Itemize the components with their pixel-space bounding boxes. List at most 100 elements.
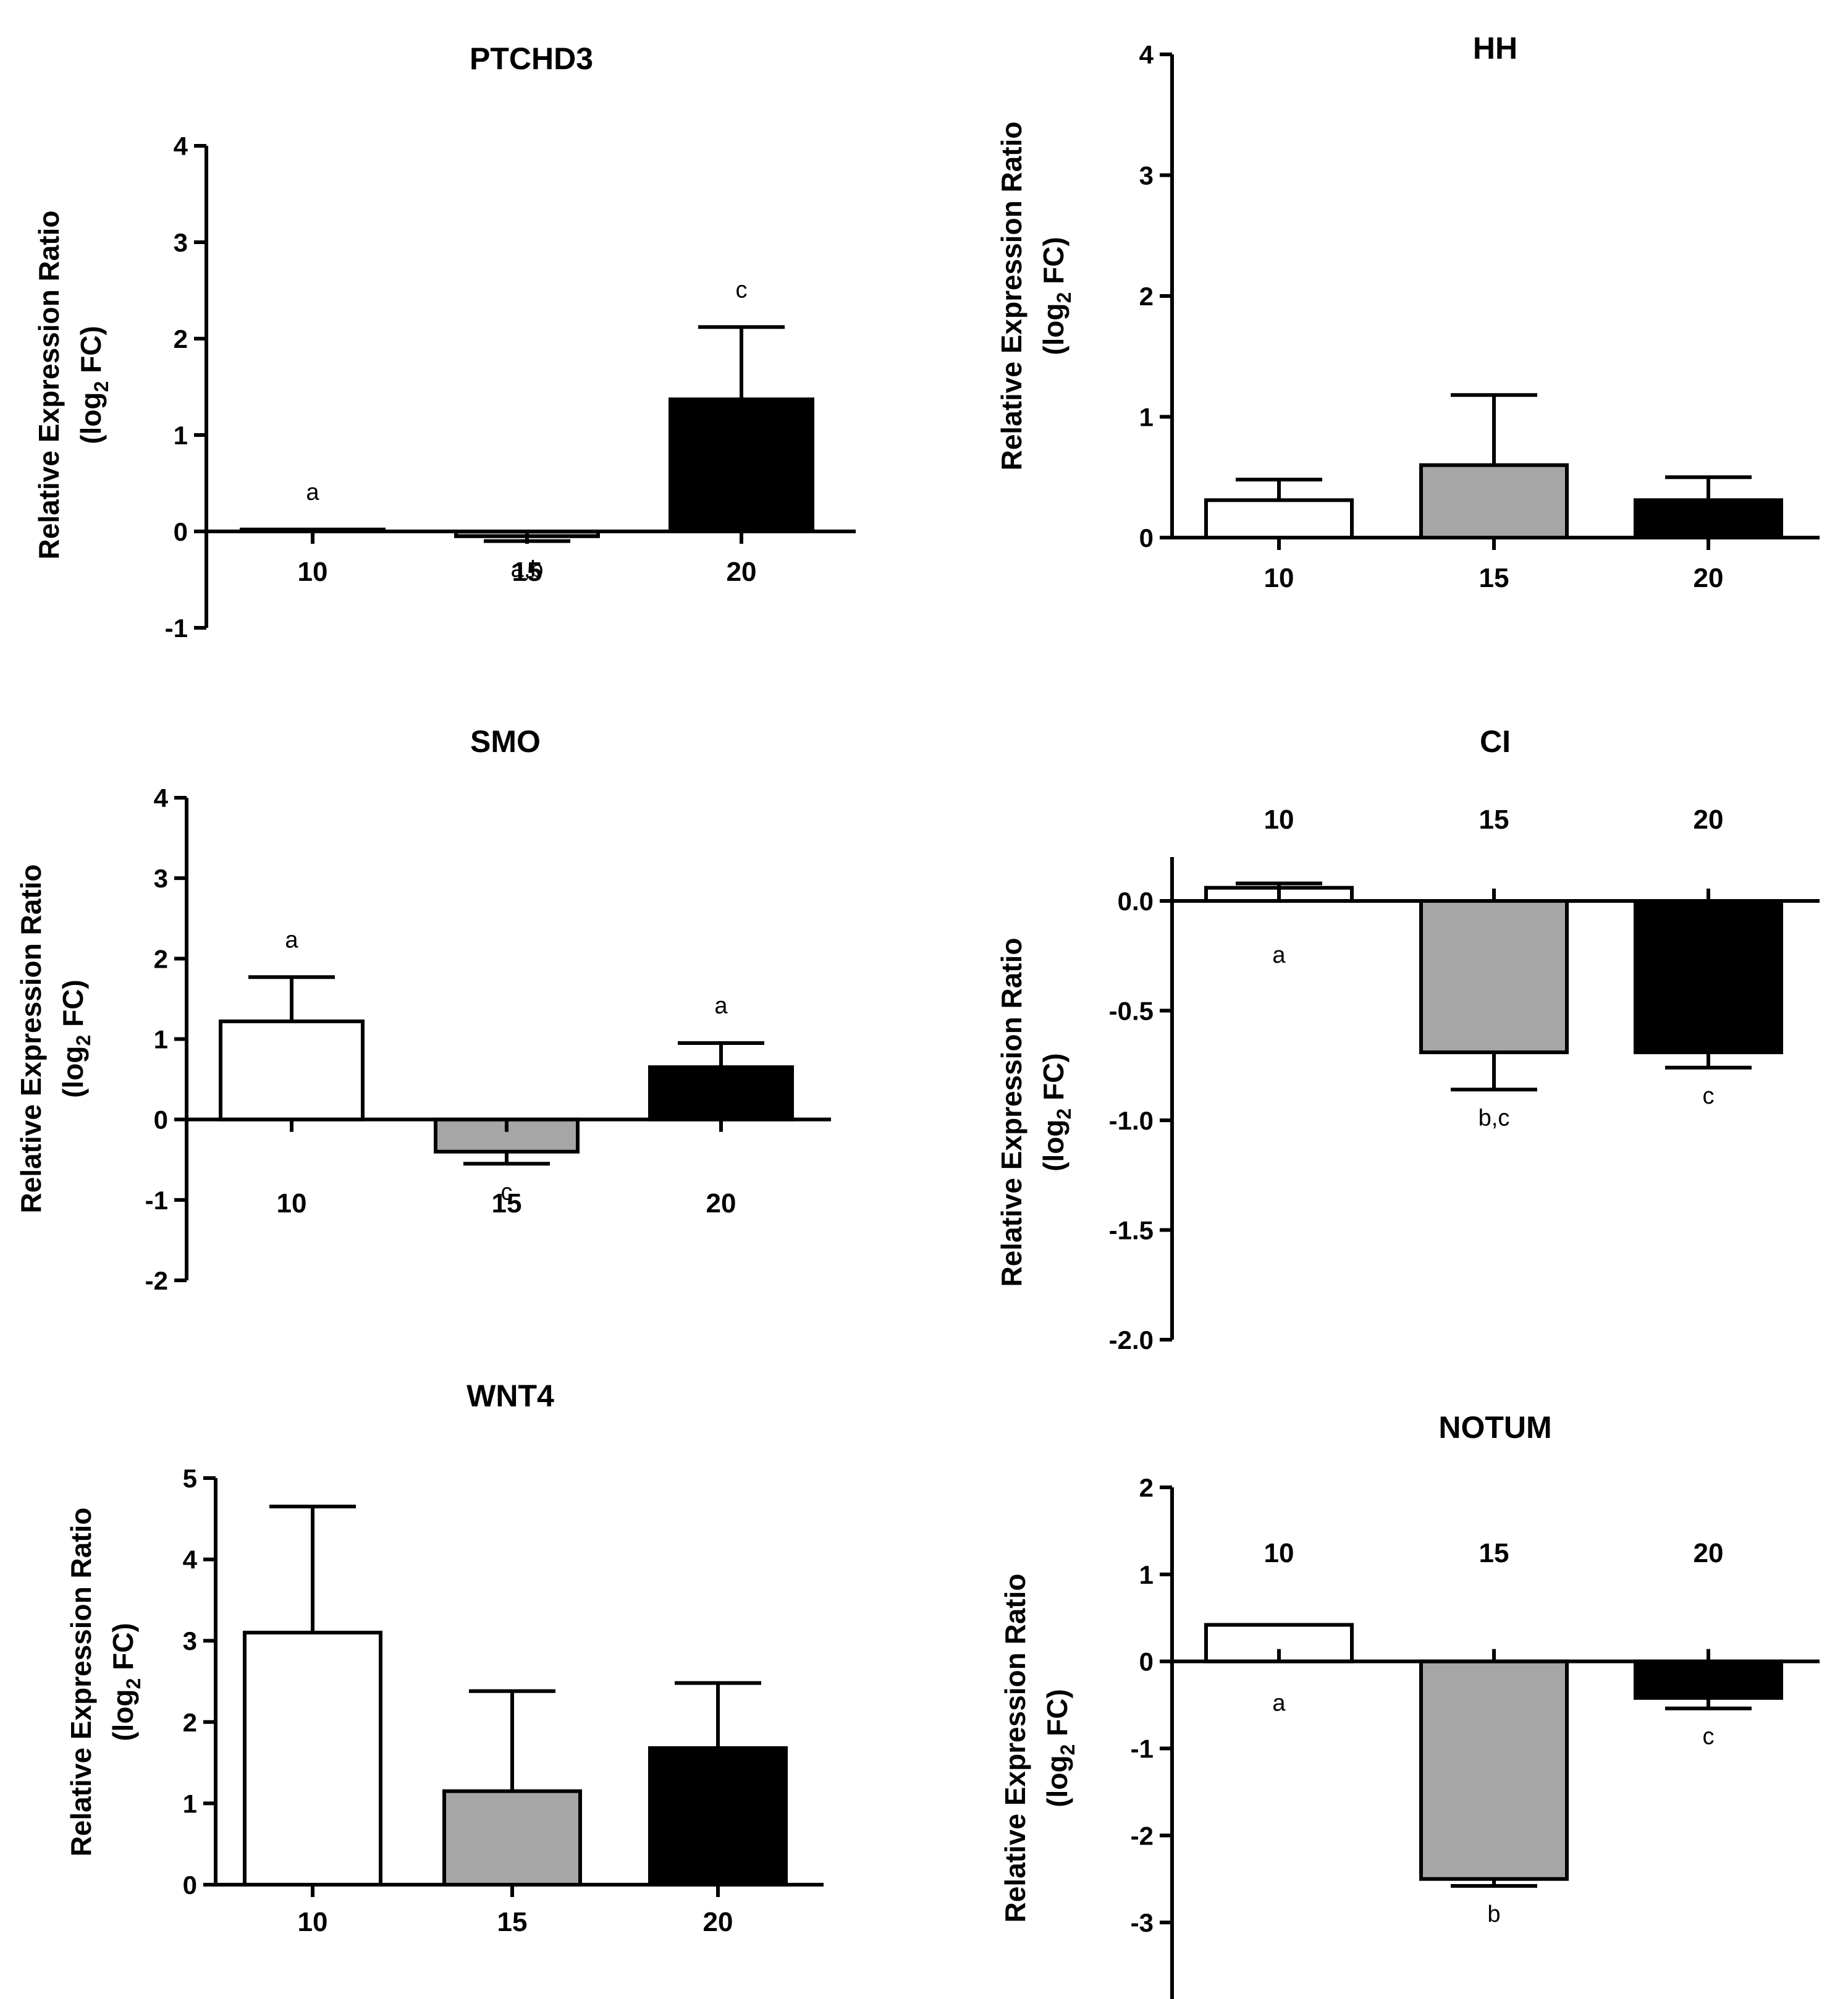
- x-tick-label: 15: [497, 1907, 528, 1937]
- bar: [1634, 1659, 1783, 1700]
- significance-label: b,c: [1479, 1105, 1510, 1131]
- x-tick-label: 15: [1479, 1538, 1509, 1568]
- y-tick-label: 3: [154, 864, 168, 893]
- y-tick-label: -4: [1131, 1995, 1154, 1999]
- bar: [669, 397, 814, 534]
- y-tick-label: 1: [1139, 403, 1154, 432]
- chart-title: NOTUM: [1438, 1410, 1551, 1445]
- bar: [442, 1789, 582, 1887]
- chart-title: HH: [1473, 31, 1517, 66]
- significance-label: a: [285, 927, 298, 953]
- y-tick-label: -2: [145, 1266, 168, 1295]
- y-tick-label: 2: [1139, 282, 1154, 311]
- y-tick-label: 0: [183, 1870, 197, 1900]
- y-axis-label: Relative Expression Ratio: [995, 122, 1027, 471]
- y-tick-label: 4: [174, 132, 188, 161]
- panel-wnt4: WNT4 0 1 2 3 4 5 10 15 20 Relative Expression Rati…: [65, 1379, 824, 1937]
- x-tick-label: 10: [298, 557, 328, 587]
- significance-label: a: [1272, 1691, 1286, 1717]
- x-tick-label: 10: [298, 1907, 328, 1937]
- chart-title: CI: [1480, 724, 1511, 759]
- bar: [1634, 498, 1783, 540]
- y-axis-label: Relative Expression Ratio: [995, 938, 1027, 1287]
- y-tick-label: 1: [174, 421, 188, 450]
- y-axis-label: Relative Expression Ratio: [999, 1574, 1031, 1923]
- y-tick-label: 2: [154, 944, 168, 973]
- bar: [648, 1746, 788, 1887]
- x-tick-label: 20: [1694, 1538, 1724, 1568]
- y-tick-label: 1: [183, 1789, 197, 1818]
- y-tick-label: -1.5: [1109, 1216, 1154, 1245]
- bar: [243, 1631, 382, 1887]
- y-tick-label: -1.0: [1109, 1106, 1154, 1135]
- chart-title: SMO: [470, 724, 541, 759]
- panel-notum: NOTUM -4 -3 -2 -1 0 1 2 10 a 15 b 20 c Relative Expres…: [999, 1410, 1820, 1999]
- chart-title: PTCHD3: [470, 41, 593, 76]
- panel-ci: CI -2.0 -1.5 -1.0 -0.5 0.0 10 a 15 b,c 20 c Relative…: [995, 724, 1820, 1355]
- x-tick-label: 20: [727, 557, 757, 587]
- y-tick-label: -2: [1131, 1821, 1154, 1850]
- y-tick-label: 1: [154, 1025, 168, 1054]
- significance-label: c: [1703, 1083, 1715, 1109]
- chart-title: WNT4: [466, 1379, 554, 1413]
- y-axis-label: Relative Expression Ratio: [65, 1508, 97, 1857]
- bar: [1634, 899, 1783, 1054]
- x-tick-label: 10: [1264, 1538, 1294, 1568]
- y-axis-label-units: (log2 FC): [1037, 1053, 1075, 1172]
- y-tick-label: -0.5: [1109, 997, 1154, 1026]
- panel-ptchd3: PTCHD3 -1 0 1 2 3 4 10 a 15a,b 20 c Relative Express…: [33, 41, 856, 643]
- y-tick-label: 0: [1139, 1647, 1154, 1676]
- y-tick-label: 1: [1139, 1560, 1154, 1589]
- y-tick-label: 3: [183, 1626, 197, 1655]
- bar: [219, 1019, 365, 1122]
- panel-hh: HH 0 1 2 3 4 10 15 20 Relative Expression Ratio (l…: [995, 31, 1820, 593]
- y-axis-label-units: (log2 FC): [1037, 237, 1075, 355]
- bar: [1419, 899, 1569, 1054]
- significance-label: c: [1703, 1724, 1715, 1750]
- y-axis-label-units: (log2 FC): [1041, 1689, 1079, 1807]
- x-tick-label: 10: [277, 1188, 307, 1219]
- y-tick-label: -2.0: [1109, 1325, 1154, 1355]
- y-tick-label: 2: [174, 324, 188, 353]
- x-tick-label: 10: [1264, 563, 1294, 593]
- y-tick-label: 0.0: [1118, 887, 1154, 916]
- y-tick-label: -1: [1131, 1735, 1154, 1764]
- x-tick-label: 15: [1479, 805, 1509, 835]
- significance-label: a,b: [511, 557, 544, 583]
- y-tick-label: 2: [1139, 1473, 1154, 1502]
- y-tick-label: 3: [1139, 161, 1154, 190]
- y-axis-label-units: (log2 FC): [107, 1623, 145, 1741]
- significance-label: a: [306, 480, 319, 505]
- x-tick-label: 10: [1264, 805, 1294, 835]
- bar: [1419, 463, 1569, 540]
- x-tick-label: 20: [1694, 563, 1724, 593]
- y-axis-label: Relative Expression Ratio: [33, 211, 65, 560]
- panel-smo: SMO -2 -1 0 1 2 3 4 10 a 15c 20 a Relative Expression…: [15, 724, 831, 1295]
- x-tick-label: 20: [703, 1907, 733, 1937]
- x-tick-label: 20: [706, 1188, 736, 1219]
- bar: [1419, 1659, 1569, 1881]
- x-tick-label: 15: [512, 557, 542, 587]
- significance-label: a: [1272, 942, 1286, 968]
- y-tick-label: -3: [1131, 1908, 1154, 1937]
- y-axis-label-units: (log2 FC): [57, 979, 95, 1098]
- bar: [1204, 498, 1354, 540]
- x-tick-label: 20: [1694, 805, 1724, 835]
- bar: [648, 1065, 794, 1122]
- y-tick-label: -1: [145, 1186, 168, 1215]
- y-tick-label: 0: [1139, 523, 1154, 552]
- y-tick-label: 5: [183, 1464, 197, 1493]
- significance-label: b: [1487, 1901, 1500, 1927]
- y-tick-label: 4: [1139, 40, 1154, 69]
- y-tick-label: 4: [183, 1545, 198, 1574]
- y-tick-label: 2: [183, 1708, 197, 1737]
- y-tick-label: 4: [154, 784, 169, 813]
- y-tick-label: 3: [174, 228, 188, 257]
- significance-label: c: [501, 1179, 513, 1205]
- x-tick-label: 15: [1479, 563, 1509, 593]
- significance-label: c: [736, 277, 748, 303]
- x-tick-label: 15: [492, 1188, 522, 1219]
- y-tick-label: 0: [154, 1105, 168, 1135]
- y-tick-label: -1: [165, 614, 188, 643]
